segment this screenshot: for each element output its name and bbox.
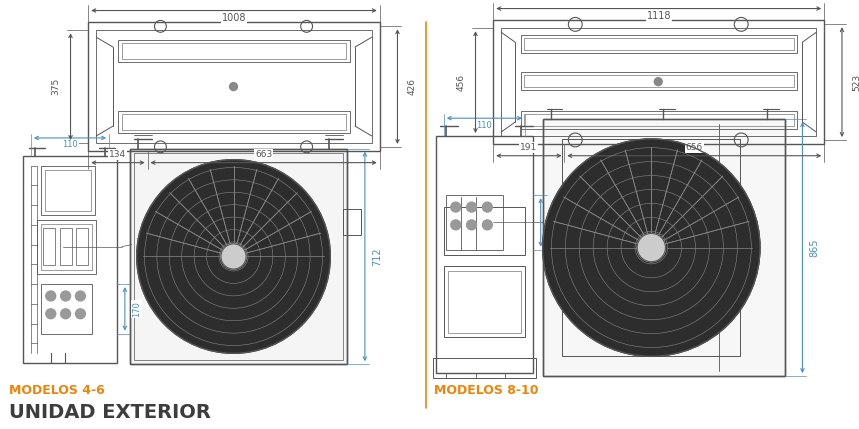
Circle shape	[137, 160, 331, 353]
Bar	[88, 22, 380, 151]
Bar	[118, 40, 350, 62]
Bar	[521, 72, 796, 90]
Bar	[436, 136, 533, 373]
Circle shape	[46, 291, 56, 301]
Circle shape	[483, 202, 492, 212]
Circle shape	[543, 139, 760, 356]
Bar	[448, 271, 521, 333]
Text: 656: 656	[685, 143, 703, 152]
Bar	[444, 266, 525, 338]
Circle shape	[466, 202, 477, 212]
Circle shape	[451, 220, 460, 230]
Bar	[501, 28, 816, 136]
Bar	[727, 217, 748, 248]
Circle shape	[61, 291, 70, 301]
Circle shape	[76, 309, 85, 319]
Text: 110: 110	[62, 140, 78, 149]
Bar	[444, 207, 525, 254]
Bar	[130, 149, 347, 364]
Circle shape	[229, 83, 237, 91]
Bar	[45, 169, 91, 211]
Text: 160: 160	[135, 238, 150, 247]
Text: 230: 230	[555, 243, 570, 252]
Bar	[524, 38, 794, 50]
Circle shape	[46, 309, 56, 319]
Bar	[118, 111, 350, 133]
Bar	[43, 228, 55, 266]
Text: 170: 170	[132, 301, 141, 317]
Text: 865: 865	[809, 239, 819, 257]
Bar	[76, 228, 88, 266]
Bar	[543, 119, 784, 376]
Text: UNIDAD EXTERIOR: UNIDAD EXTERIOR	[9, 403, 211, 422]
Bar	[543, 119, 784, 376]
Circle shape	[221, 244, 246, 269]
Bar	[521, 35, 796, 53]
Text: 456: 456	[456, 74, 466, 91]
Text: 191: 191	[521, 143, 538, 152]
Bar	[23, 156, 117, 363]
Text: 663: 663	[255, 150, 272, 159]
Text: 375: 375	[52, 78, 60, 95]
Circle shape	[466, 220, 477, 230]
Text: 523: 523	[852, 74, 859, 91]
Bar	[41, 224, 92, 270]
Circle shape	[76, 291, 85, 301]
Bar	[524, 75, 794, 87]
Bar	[122, 114, 346, 130]
Bar	[96, 30, 372, 143]
Circle shape	[451, 202, 460, 212]
Bar	[446, 195, 503, 250]
Text: MODELOS 8-10: MODELOS 8-10	[434, 384, 539, 397]
Text: 170: 170	[548, 214, 557, 230]
Text: 134: 134	[109, 150, 126, 159]
Text: 110: 110	[477, 121, 492, 130]
Bar	[563, 139, 740, 356]
Circle shape	[61, 309, 70, 319]
Bar	[41, 166, 95, 215]
Bar	[37, 220, 96, 274]
Bar	[41, 284, 92, 333]
Circle shape	[483, 220, 492, 230]
Bar	[122, 43, 346, 59]
Circle shape	[655, 78, 662, 86]
Bar	[59, 228, 71, 266]
Bar	[433, 358, 536, 378]
Text: 1008: 1008	[222, 13, 247, 24]
Bar	[343, 209, 361, 235]
Bar	[130, 149, 347, 364]
Bar	[493, 21, 824, 144]
Bar	[521, 111, 796, 129]
Text: 1118: 1118	[647, 12, 671, 21]
Text: MODELOS 4-6: MODELOS 4-6	[9, 384, 105, 397]
Text: 712: 712	[372, 247, 381, 266]
Bar	[524, 114, 794, 126]
Bar	[134, 153, 343, 360]
Text: 426: 426	[408, 78, 417, 95]
Circle shape	[637, 233, 666, 262]
